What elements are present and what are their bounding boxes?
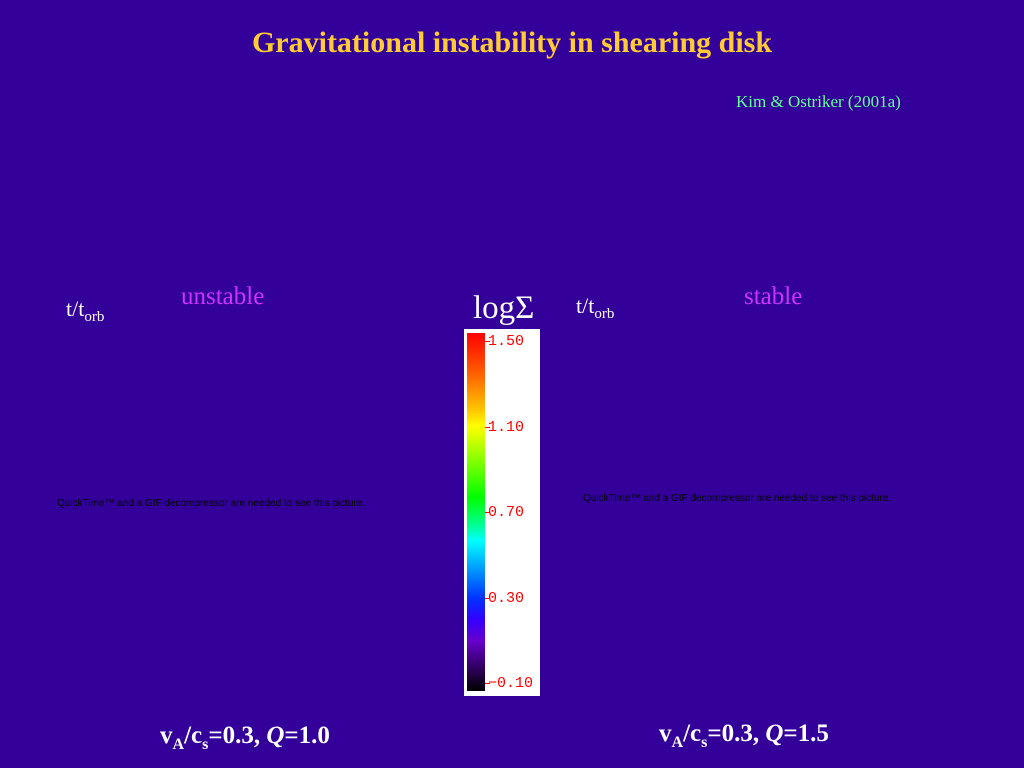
right-caption-c-sub: s (701, 734, 708, 751)
right-time-label: t/torb (576, 293, 614, 323)
colorbar-tick-label: 0.70 (488, 504, 525, 521)
colorbar-label: logΣ (473, 290, 535, 326)
colorbar: 1.50 1.10 0.70 0.30 −0.10 (464, 329, 540, 696)
right-caption-v: v (659, 720, 672, 747)
left-caption-c: /c (184, 722, 203, 749)
left-time-label-main: t/t (66, 296, 85, 321)
colorbar-tick (485, 341, 490, 342)
right-caption-v-sub: A (671, 734, 684, 751)
right-movie-placeholder[interactable]: QuickTime™ and a GIF decompressor are ne… (583, 493, 892, 504)
citation: Kim & Ostriker (2001a) (736, 92, 901, 111)
left-time-label: t/torb (66, 296, 104, 326)
right-caption-q: Q (765, 720, 784, 747)
left-caption-v-sub: A (172, 736, 185, 753)
right-caption-ratio: =0.3, (707, 720, 766, 747)
colorbar-tick-label: 1.10 (488, 418, 525, 436)
colorbar-tick-label: −0.10 (488, 675, 534, 692)
left-state-label: unstable (181, 283, 265, 310)
colorbar-gradient (467, 333, 485, 691)
colorbar-tick-label: 0.30 (488, 589, 525, 607)
right-caption: vA/cs=0.3, Q=1.5 (659, 720, 829, 752)
slide-title: Gravitational instability in shearing di… (251, 26, 773, 59)
left-caption: vA/cs=0.3, Q=1.0 (160, 722, 330, 754)
left-caption-q-value: =1.0 (284, 722, 330, 749)
right-caption-c: /c (683, 720, 702, 747)
left-time-label-sub: orb (84, 309, 105, 325)
right-caption-q-value: =1.5 (783, 720, 829, 747)
right-time-label-main: t/t (576, 293, 595, 318)
left-caption-c-sub: s (202, 736, 209, 753)
colorbar-tick (485, 683, 490, 684)
left-movie-placeholder[interactable]: QuickTime™ and a GIF decompressor are ne… (57, 498, 366, 509)
left-caption-ratio: =0.3, (208, 722, 267, 749)
left-caption-v: v (160, 722, 173, 749)
colorbar-tick (485, 512, 490, 513)
left-caption-q: Q (266, 722, 285, 749)
right-time-label-sub: orb (594, 306, 615, 322)
colorbar-tick (485, 597, 490, 599)
colorbar-tick (485, 426, 490, 428)
right-state-label: stable (744, 283, 803, 310)
colorbar-tick-label: 1.50 (488, 333, 525, 350)
